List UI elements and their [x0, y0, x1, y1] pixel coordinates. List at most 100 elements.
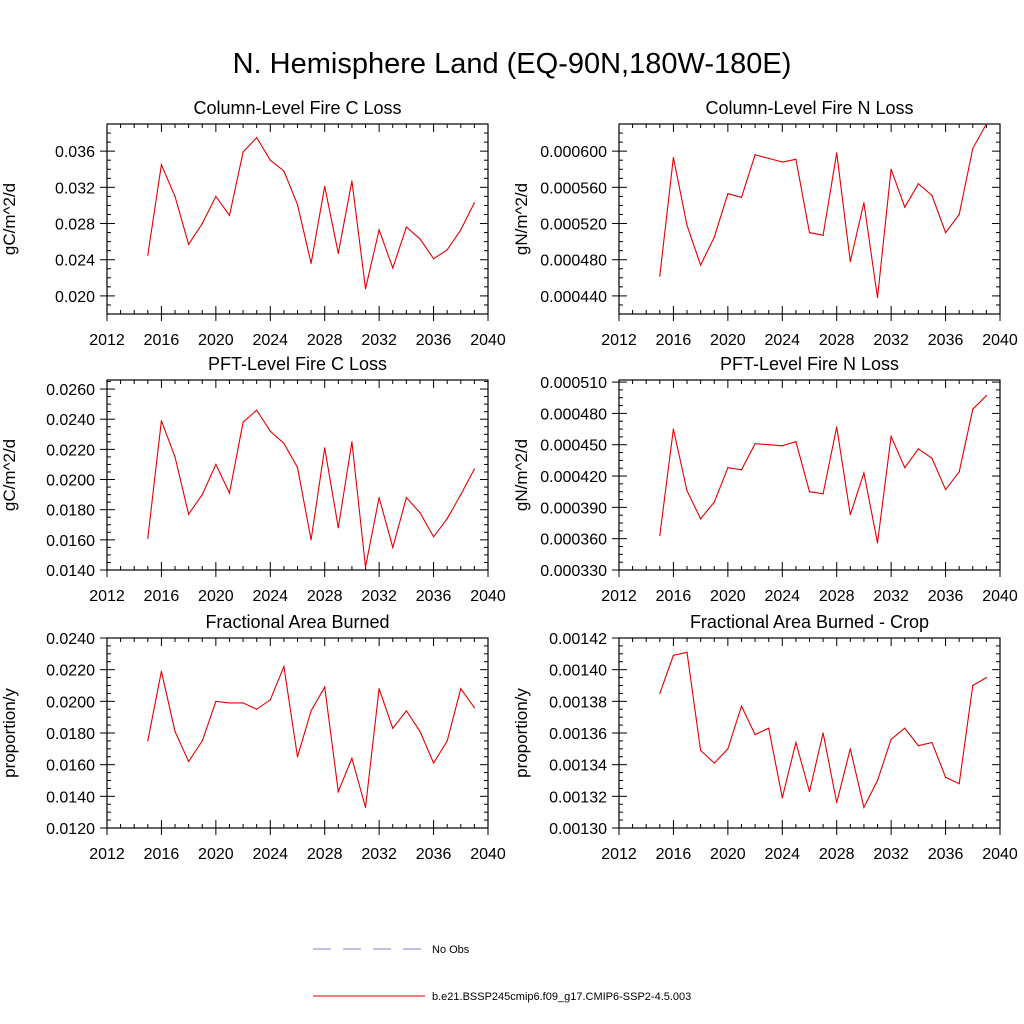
plot-frame: [106, 379, 489, 571]
chart-panel-5: 2012 2016 2020 2024 2028 2032 2036 2040 0.0120 0.…: [0, 612, 506, 863]
y-tick-label: 0.0240: [46, 412, 95, 429]
subplot-title: PFT-Level Fire N Loss: [720, 354, 899, 374]
y-tick-label: 0.020: [55, 289, 95, 306]
y-tick-label: 0.00140: [549, 663, 607, 680]
y-tick-label: 0.0140: [46, 563, 95, 580]
x-tick-label: 2020: [198, 332, 234, 349]
data-point: [822, 234, 824, 236]
x-tick-label: 2028: [819, 332, 855, 349]
data-point: [283, 665, 285, 668]
data-point: [228, 492, 231, 494]
data-point: [201, 494, 203, 496]
y-tick-label: 0.000440: [540, 289, 607, 306]
x-tick-label: 2012: [89, 846, 125, 863]
x-tick-label: 2020: [710, 332, 746, 349]
data-point: [727, 748, 729, 750]
x-tick-label: 2040: [470, 332, 506, 349]
data-point: [972, 408, 974, 410]
x-tick-label: 2012: [89, 588, 125, 605]
data-point: [419, 512, 421, 514]
data-point: [283, 170, 285, 172]
y-tick-label: 0.036: [55, 144, 95, 161]
x-tick-label: 2016: [656, 846, 692, 863]
y-axis-label: gC/m^2/d: [0, 439, 19, 511]
x-tick-label: 2040: [982, 846, 1018, 863]
x-tick-label: 2024: [252, 332, 288, 349]
data-point: [659, 534, 661, 537]
data-point: [446, 518, 448, 520]
y-tick-label: 0.000450: [540, 438, 607, 455]
data-point: [269, 159, 271, 161]
chart-panel-1: 2012 2016 2020 2024 2028 2032 2036 2040 0.020 0.0…: [0, 98, 506, 349]
x-tick-label: 2032: [873, 332, 909, 349]
plot-frame: [618, 123, 1001, 315]
data-point: [337, 527, 339, 529]
y-tick-label: 0.0180: [46, 503, 95, 520]
chart-panel-4: 2012 2016 2020 2024 2028 2032 2036 2040 0.000330…: [512, 354, 1018, 605]
data-point: [405, 497, 407, 499]
data-point: [460, 494, 462, 496]
y-tick-label: 0.0180: [46, 726, 95, 743]
x-tick-label: 2012: [601, 588, 637, 605]
data-point: [890, 168, 892, 170]
series-line: [147, 409, 475, 568]
data-point: [768, 444, 770, 446]
x-tick-label: 2040: [982, 588, 1018, 605]
data-point: [174, 195, 176, 197]
data-point: [296, 756, 299, 758]
series-line: [659, 651, 987, 810]
data-point: [849, 748, 851, 750]
legend-label-model: b.e21.BSSP245cmip6.f09_g17.CMIP6-SSP2-4.…: [432, 991, 691, 1003]
x-tick-label: 2016: [144, 332, 180, 349]
x-tick-label: 2020: [198, 588, 234, 605]
data-point: [808, 231, 811, 234]
chart-panel-3: 2012 2016 2020 2024 2028 2032 2036 2040 0.0140 0.…: [0, 354, 506, 605]
data-point: [160, 670, 163, 672]
x-tick-label: 2016: [144, 588, 180, 605]
data-point: [405, 710, 407, 712]
data-point: [754, 733, 756, 736]
plot-frame: [618, 637, 1001, 829]
data-point: [863, 472, 865, 474]
data-point: [931, 741, 933, 744]
data-point: [310, 262, 312, 264]
y-tick-label: 0.024: [55, 253, 95, 270]
y-tick-label: 0.0160: [46, 533, 95, 550]
plot-frame: [618, 379, 1001, 571]
data-point: [215, 700, 217, 702]
data-point: [659, 275, 661, 277]
data-point: [700, 749, 702, 752]
data-point: [713, 501, 715, 503]
data-point: [215, 463, 217, 466]
chart-panel-6: 2012 2016 2020 2024 2028 2032 2036 2040 0.00130 0…: [512, 612, 1018, 863]
data-point: [269, 699, 271, 701]
data-point: [740, 705, 743, 707]
x-tick-label: 2036: [416, 332, 452, 349]
data-point: [392, 267, 394, 269]
data-point: [160, 164, 163, 166]
data-point: [256, 409, 258, 411]
data-point: [890, 435, 892, 437]
y-tick-label: 0.00142: [549, 631, 607, 648]
x-tick-label: 2028: [307, 846, 343, 863]
y-tick-label: 0.00134: [549, 758, 607, 775]
x-tick-label: 2020: [710, 588, 746, 605]
data-point: [754, 443, 756, 445]
data-point: [473, 468, 475, 470]
x-tick-label: 2032: [873, 846, 909, 863]
data-point: [876, 542, 879, 544]
data-point: [351, 441, 353, 443]
data-point: [296, 466, 299, 469]
data-point: [904, 727, 906, 729]
legend-label-no-obs: No Obs: [432, 944, 470, 956]
x-tick-label: 2028: [819, 846, 855, 863]
data-point: [985, 395, 987, 397]
data-point: [269, 430, 271, 432]
data-point: [228, 214, 231, 216]
data-point: [446, 740, 448, 742]
data-point: [351, 757, 353, 759]
x-tick-label: 2012: [601, 332, 637, 349]
x-tick-label: 2040: [470, 588, 506, 605]
data-point: [364, 566, 367, 568]
